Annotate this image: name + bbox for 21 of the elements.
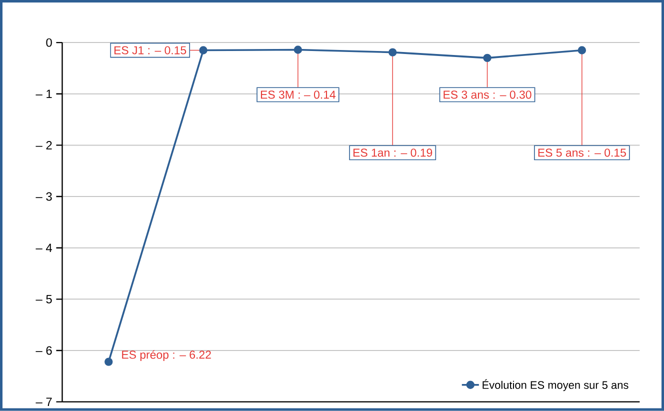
data-label: ES préop : – 6.22 [122,350,211,362]
point [388,48,397,56]
point [483,54,492,62]
data-label: ES 5 ans : – 0.15 [538,148,626,157]
point [104,358,113,366]
point [199,46,208,54]
y-tick-label: – 2 [36,141,52,150]
y-tick-label: – 5 [36,295,52,304]
data-label: ES 3M : – 0.14 [260,90,336,99]
y-tick-label: – 7 [36,398,52,406]
y-tick-label: 0 [46,38,52,47]
y-tick-label: – 4 [36,244,52,252]
y-tick-label: – 3 [36,192,52,201]
legend-label: Évolution ES moyen sur 5 ans [482,379,628,392]
y-tick-label: – 1 [36,90,52,98]
data-label: ES 3 ans : – 0.30 [444,90,532,99]
data-label: ES 1an : – 0.19 [353,148,432,157]
point [294,46,302,54]
data-label: ES J1 : – 0.15 [114,46,186,54]
y-tick-label: – 6 [36,346,52,355]
point [578,46,586,54]
